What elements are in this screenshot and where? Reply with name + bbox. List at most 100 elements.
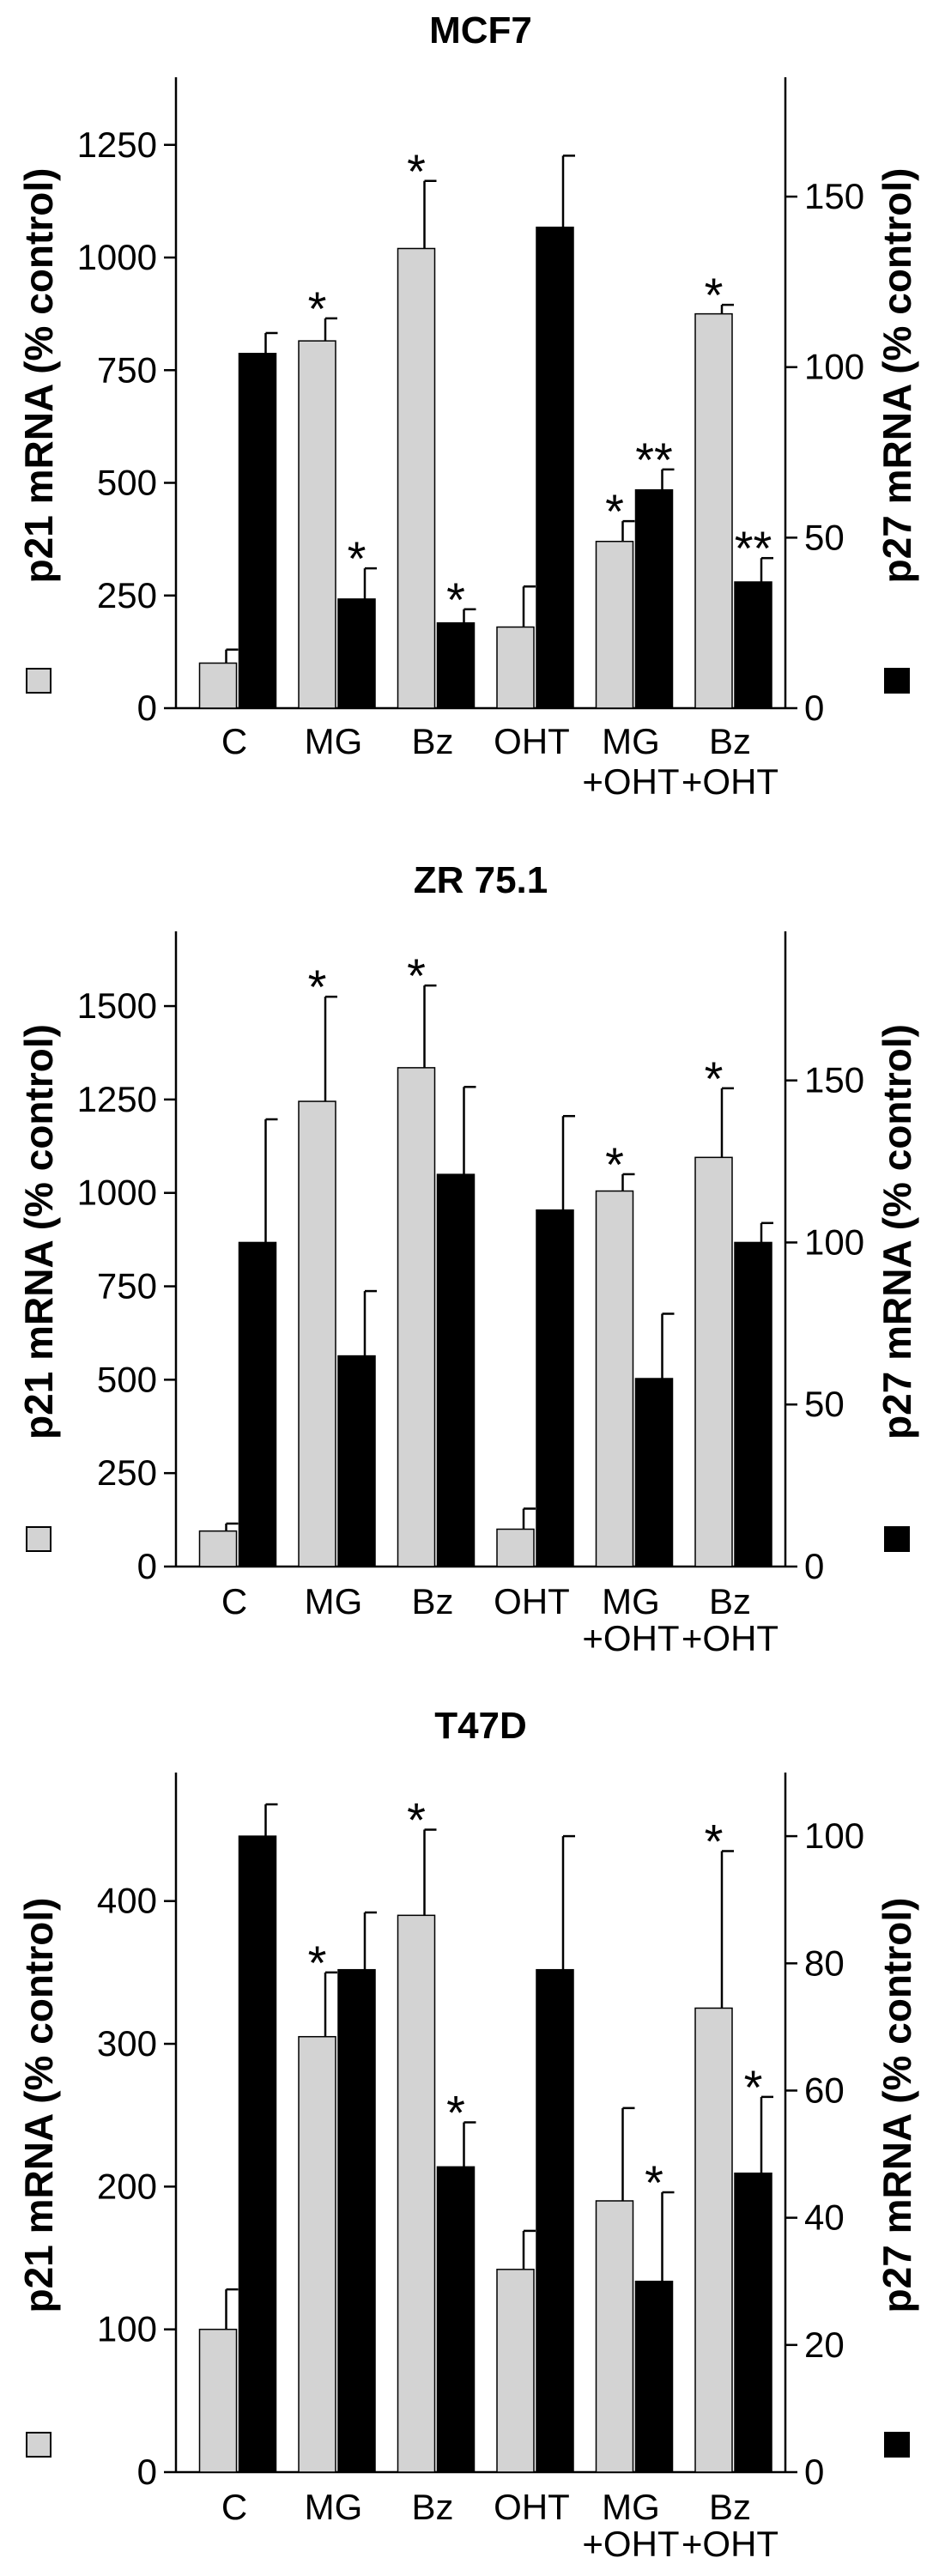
right-tick-label: 60 (804, 2070, 845, 2110)
p21-bar (595, 541, 634, 709)
significance-star: * (308, 282, 327, 336)
category-label: MG (602, 1581, 660, 1621)
significance-star: * (348, 531, 367, 585)
category-label: MG (305, 1581, 363, 1621)
right-tick-label: 50 (804, 1384, 845, 1424)
category-label: MG (602, 721, 660, 761)
p21-legend-swatch (26, 668, 51, 694)
left-tick-label: 300 (97, 2023, 157, 2064)
p21-bar (397, 1914, 436, 2473)
p27-bar (238, 1241, 277, 1567)
left-tick-label: 250 (97, 575, 157, 615)
p27-bar (734, 581, 772, 709)
left-tick-label: 100 (97, 2309, 157, 2349)
p21-bar (694, 2007, 733, 2473)
right-tick-label: 40 (804, 2197, 845, 2238)
category-label: MG (305, 721, 363, 761)
left-tick-label: 200 (97, 2166, 157, 2206)
right-tick-label: 100 (804, 347, 864, 387)
significance-star: * (705, 1814, 724, 1868)
p27-bar (337, 598, 376, 709)
left-tick-label: 750 (97, 349, 157, 390)
significance-star: * (407, 1793, 426, 1847)
category-label-line2: +OHT (682, 1618, 779, 1658)
p21-bar (298, 2035, 336, 2473)
category-label-line2: +OHT (582, 2524, 679, 2564)
category-label: OHT (494, 1581, 570, 1621)
chart-title: MCF7 (429, 9, 532, 52)
right-tick-label: 150 (804, 1060, 864, 1100)
right-tick-label: 0 (804, 2452, 824, 2492)
right-tick-label: 150 (804, 176, 864, 216)
right-tick-label: 80 (804, 1943, 845, 1983)
p27-bar (634, 488, 674, 709)
chart-title: T47D (434, 1705, 527, 1747)
p27-bar (536, 1968, 574, 2473)
right-tick-label: 100 (804, 1815, 864, 1856)
right-axis-label: p27 mRNA (% control) (875, 168, 919, 584)
significance-star: * (605, 1137, 624, 1191)
p27-bar (238, 1835, 277, 2473)
significance-star: ** (735, 521, 772, 575)
p21-bar (496, 1528, 535, 1567)
p27-bar (536, 227, 574, 709)
category-label-line2: +OHT (582, 761, 679, 802)
significance-star: ** (635, 433, 673, 487)
category-label: MG (602, 2487, 660, 2527)
significance-star: * (645, 2155, 663, 2209)
right-tick-label: 20 (804, 2324, 845, 2365)
p21-bar (298, 1100, 336, 1567)
category-label-line2: +OHT (682, 761, 779, 802)
p21-bar (595, 1190, 634, 1567)
p27-legend-swatch (884, 1526, 910, 1552)
category-label: C (221, 2487, 247, 2527)
left-tick-label: 0 (137, 688, 157, 728)
left-tick-label: 1500 (77, 985, 157, 1026)
right-axis-label-group: p27 mRNA (% control) (875, 168, 919, 694)
left-axis-label: p21 mRNA (% control) (16, 168, 61, 584)
p21-bar (496, 2269, 535, 2473)
p21-bar (397, 1067, 436, 1567)
p27-bar (436, 1173, 476, 1567)
left-tick-label: 1250 (77, 124, 157, 165)
right-axis-label: p27 mRNA (% control) (875, 1024, 919, 1440)
significance-star: * (446, 573, 465, 627)
p21-bar (198, 2328, 238, 2473)
p27-bar (238, 353, 277, 709)
significance-star: * (308, 1936, 327, 1990)
p21-bar (595, 2200, 634, 2473)
p27-legend-swatch (884, 2432, 910, 2458)
right-axis-label-group: p27 mRNA (% control) (875, 1898, 919, 2458)
left-tick-label: 0 (137, 1546, 157, 1586)
right-tick-label: 0 (804, 1546, 824, 1586)
left-tick-label: 500 (97, 463, 157, 503)
category-label: MG (305, 2487, 363, 2527)
category-label: OHT (494, 2487, 570, 2527)
significance-star: * (308, 960, 327, 1014)
p21-legend-swatch (26, 1526, 51, 1552)
right-axis-label: p27 mRNA (% control) (875, 1898, 919, 2313)
p27-legend-swatch (884, 668, 910, 694)
significance-star: * (407, 949, 426, 1003)
left-axis-label-group: p21 mRNA (% control) (16, 1898, 61, 2458)
category-label: OHT (494, 721, 570, 761)
category-label: C (221, 721, 247, 761)
p27-bar (734, 1241, 772, 1567)
left-axis-label-group: p21 mRNA (% control) (16, 168, 61, 694)
significance-star: * (407, 144, 426, 198)
right-tick-label: 50 (804, 517, 845, 557)
p27-bar (337, 1355, 376, 1567)
category-label: Bz (411, 721, 453, 761)
significance-star: * (705, 1052, 724, 1106)
p21-bar (198, 662, 238, 709)
left-tick-label: 750 (97, 1266, 157, 1306)
significance-star: * (705, 268, 724, 322)
chart-panel-3: T47D 0 100 200 300 400 0 20 40 60 80 100 p21 mRNA (%… (16, 1705, 919, 2564)
category-label-line2: +OHT (682, 2524, 779, 2564)
p21-legend-swatch (26, 2432, 51, 2458)
right-tick-label: 0 (804, 688, 824, 728)
category-label: C (221, 1581, 247, 1621)
category-label: Bz (709, 721, 751, 761)
left-tick-label: 250 (97, 1452, 157, 1493)
